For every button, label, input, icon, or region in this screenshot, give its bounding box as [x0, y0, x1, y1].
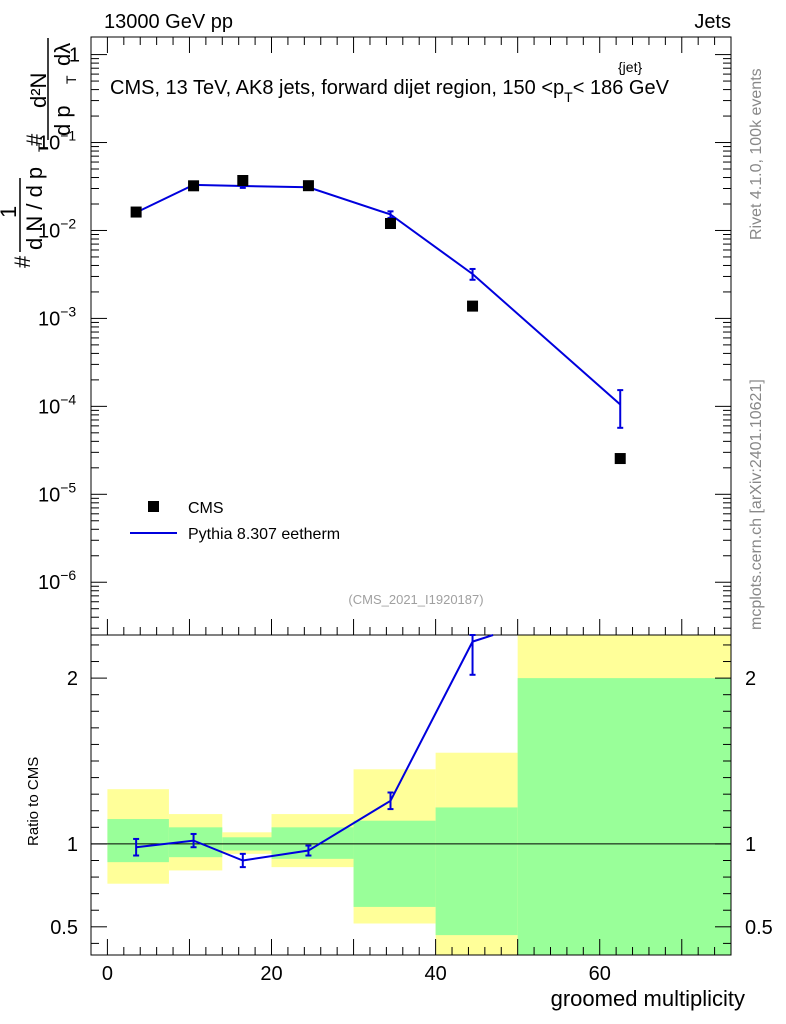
ylabel-dpt: d p	[50, 105, 75, 136]
ratio-tick-label-right: 2	[745, 668, 756, 690]
y-tick-base: 10	[38, 396, 60, 418]
main-ylabel: # 1 d N / d p T # d²N d p T dλ	[0, 38, 79, 268]
ylabel-one: 1	[0, 206, 21, 218]
y-tick-exponent: −5	[60, 479, 76, 495]
x-ticks: 0 20 40 60	[102, 37, 716, 985]
title-jet-superscript: {jet}	[618, 59, 642, 75]
ratio-tick-label-right: 1	[745, 834, 756, 856]
ratio-band-green	[353, 820, 436, 907]
y-tick-exponent: −2	[60, 215, 76, 231]
ratio-band-green	[517, 678, 731, 955]
main-frame	[90, 36, 732, 636]
cms-point	[614, 453, 626, 465]
y-tick-exponent: −6	[60, 567, 76, 583]
header-right: Jets	[694, 11, 731, 33]
cms-point	[384, 218, 396, 230]
y-tick-exponent: −1	[60, 128, 76, 144]
y-tick-label: 10−2	[38, 215, 76, 242]
y-tick-exponent: −4	[60, 391, 76, 407]
analysis-id: (CMS_2021_I1920187)	[348, 592, 483, 607]
cms-point	[188, 180, 200, 192]
x-tick-label: 20	[260, 963, 282, 985]
y-tick-label: 1	[69, 45, 80, 67]
ylabel-dn: d N / d p	[22, 167, 47, 250]
y-tick-label: 10−6	[38, 567, 76, 594]
ratio-tick-label-left: 2	[67, 668, 78, 690]
y-tick-label: 10−4	[38, 391, 76, 418]
y-tick-label: 10−1	[38, 128, 76, 155]
x-tick-label: 60	[589, 963, 611, 985]
x-tick-label: 40	[424, 963, 446, 985]
legend: CMS Pythia 8.307 eetherm	[130, 500, 340, 543]
ylabel-dl: dλ	[50, 43, 75, 66]
ratio-series	[133, 634, 494, 869]
ratio-tick-label-right: 0.5	[745, 917, 773, 939]
cms-point	[130, 206, 142, 218]
cms-point	[237, 175, 249, 187]
y-tick-base: 10	[38, 133, 60, 155]
pythia-line	[135, 183, 621, 406]
ratio-band-green	[435, 807, 518, 936]
legend-cms-marker	[148, 501, 159, 512]
ratio-ylabel: Ratio to CMS	[25, 757, 42, 846]
title-p: p	[553, 77, 564, 99]
y-tick-base: 10	[38, 220, 60, 242]
legend-pythia-label: Pythia 8.307 eetherm	[188, 526, 340, 543]
ylabel-t1: T	[35, 143, 51, 152]
main-ticks: 110−110−210−310−410−510−6	[38, 45, 731, 629]
x-tick-label: 0	[102, 963, 113, 985]
legend-cms-label: CMS	[188, 500, 224, 517]
ratio-tick-label-left: 0.5	[50, 917, 78, 939]
y-tick-label: 10−5	[38, 479, 76, 506]
y-tick-label: 10−3	[38, 303, 76, 330]
cms-point	[302, 180, 314, 192]
ylabel-hash1: #	[10, 255, 35, 268]
y-tick-base: 10	[38, 308, 60, 330]
y-tick-exponent: −3	[60, 303, 76, 319]
title-t: T	[564, 89, 573, 105]
main-series	[130, 175, 626, 465]
ratio-tick-label-left: 1	[67, 834, 78, 856]
mcplots-label: mcplots.cern.ch [arXiv:2401.10621]	[748, 379, 765, 630]
ylabel-d2n: d²N	[26, 73, 51, 108]
ratio-frame	[90, 634, 732, 956]
y-tick-base: 10	[38, 572, 60, 594]
header-left: 13000 GeV pp	[104, 11, 233, 33]
rivet-label: Rivet 4.1.0, 100k events	[748, 68, 765, 240]
plot-title: CMS, 13 TeV, AK8 jets, forward dijet reg…	[110, 77, 670, 105]
y-tick-base: 10	[38, 484, 60, 506]
ylabel-hash2: #	[22, 133, 47, 146]
ylabel-t2: T	[63, 75, 79, 84]
title-prefix: CMS, 13 TeV, AK8 jets, forward dijet reg…	[110, 77, 553, 99]
ratio-bands	[91, 635, 731, 955]
ratio-ticks: 0.5 0.5 1 1 2 2	[50, 644, 773, 944]
cms-point	[467, 300, 479, 312]
xlabel: groomed multiplicity	[551, 986, 745, 1011]
title-suffix: < 186 GeV	[573, 77, 670, 99]
